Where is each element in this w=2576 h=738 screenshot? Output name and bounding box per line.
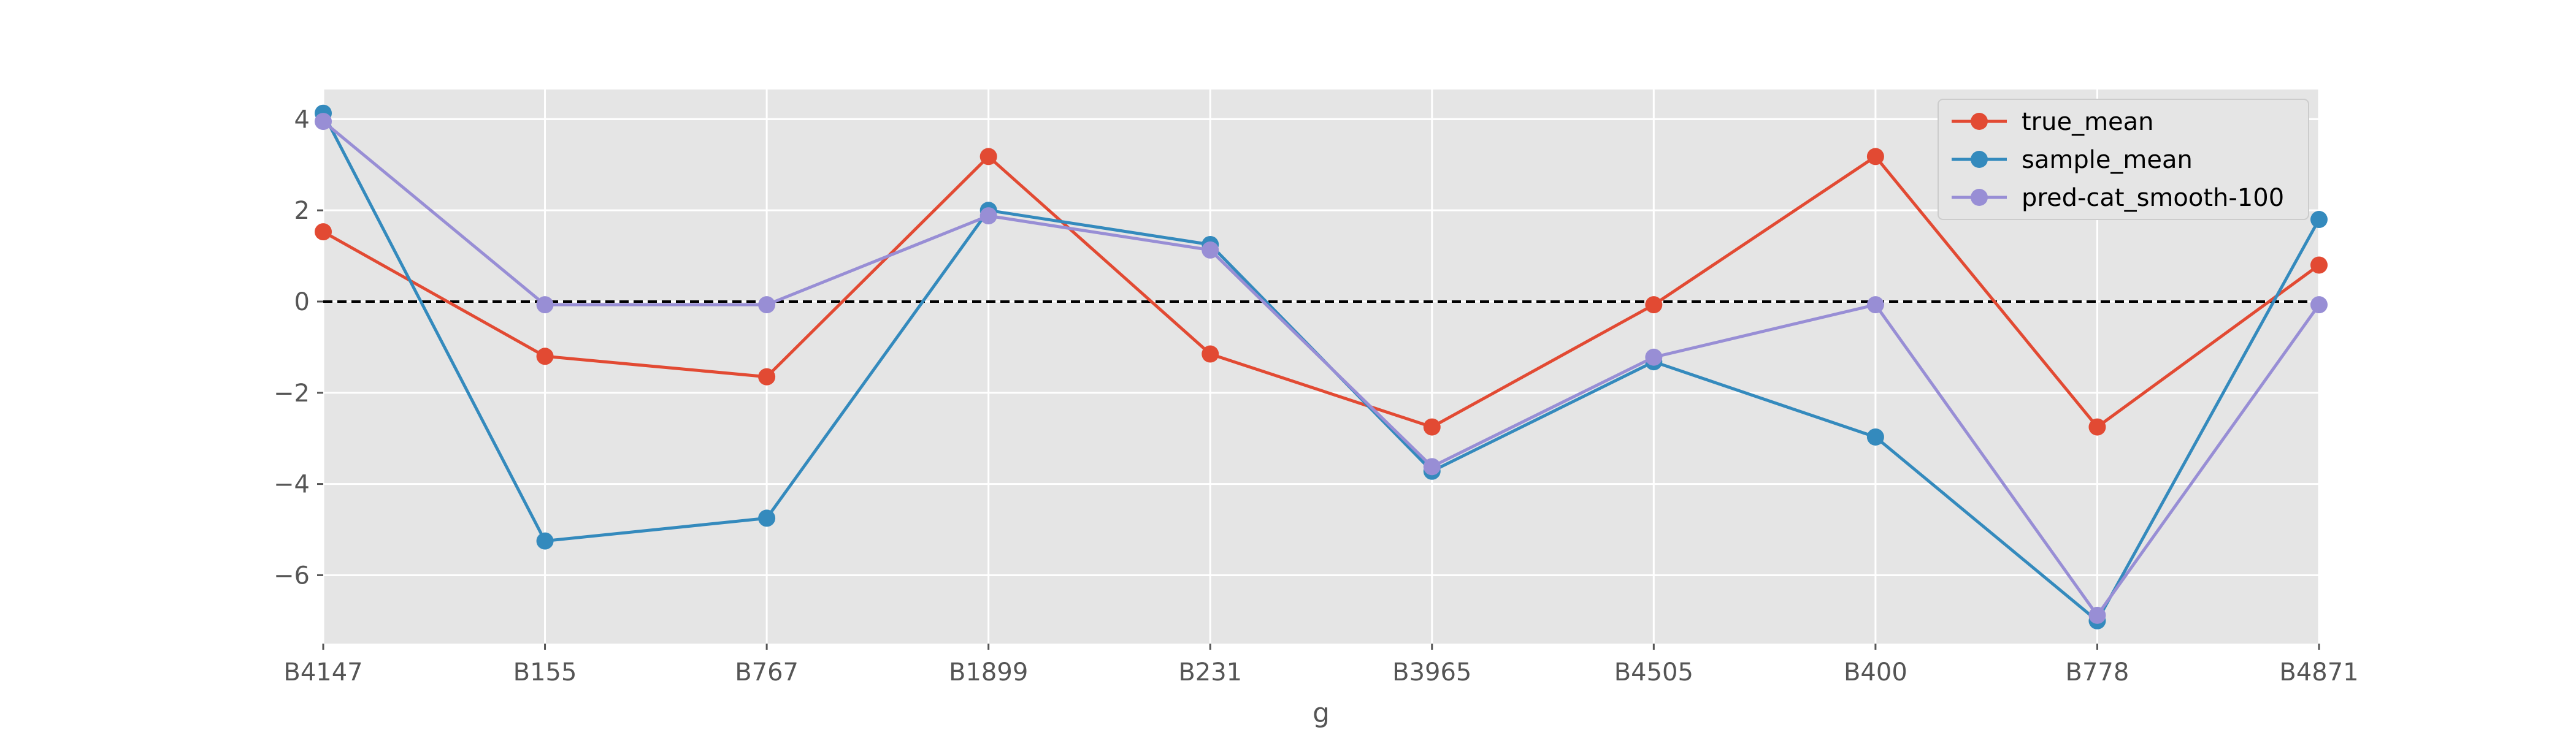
- data-point-pred-cat_smooth-100: [536, 296, 554, 314]
- data-point-true_mean: [315, 223, 332, 241]
- y-tick-label: 4: [294, 105, 310, 134]
- data-point-pred-cat_smooth-100: [758, 296, 776, 314]
- x-tick-label: B4147: [283, 658, 362, 687]
- series-line-true_mean: [322, 154, 2320, 429]
- data-point-true_mean: [1423, 418, 1441, 436]
- y-tick-label: 0: [294, 288, 310, 316]
- data-point-pred-cat_smooth-100: [315, 113, 332, 131]
- data-point-pred-cat_smooth-100: [2088, 606, 2106, 624]
- data-point-sample_mean: [2310, 211, 2328, 229]
- data-point-true_mean: [536, 348, 554, 365]
- data-point-pred-cat_smooth-100: [1202, 241, 1219, 259]
- legend: true_mean sample_mean pred-cat_smooth-100: [1938, 99, 2309, 220]
- series-layer: [315, 104, 2328, 630]
- x-tick-label: B4505: [1614, 658, 1693, 687]
- data-point-pred-cat_smooth-100: [1866, 296, 1884, 314]
- y-tick-label: 2: [294, 197, 310, 225]
- y-tick-label: −2: [274, 379, 310, 408]
- data-point-sample_mean: [1866, 428, 1884, 446]
- x-tick-label: B231: [1178, 658, 1242, 687]
- x-tick-label: B155: [513, 658, 577, 687]
- data-point-true_mean: [1202, 345, 1219, 363]
- data-point-sample_mean: [758, 509, 776, 527]
- legend-marker-pred-cat_smooth-100: [1971, 189, 1988, 206]
- legend-box: [1938, 99, 2309, 220]
- y-tick-label: −4: [274, 471, 310, 499]
- legend-label: sample_mean: [2022, 146, 2193, 174]
- legend-label: pred-cat_smooth-100: [2022, 184, 2284, 212]
- x-tick-label: B1899: [949, 658, 1028, 687]
- data-point-true_mean: [2310, 256, 2328, 274]
- data-point-pred-cat_smooth-100: [1645, 348, 1663, 366]
- data-point-pred-cat_smooth-100: [979, 207, 997, 225]
- x-tick-label: B400: [1844, 658, 1907, 687]
- data-point-sample_mean: [536, 532, 554, 550]
- legend-marker-true_mean: [1971, 113, 1988, 130]
- data-point-true_mean: [1866, 148, 1884, 165]
- axes: B4147 B155 B767 B1899 B231 B3965 B4505 B400 B778…: [274, 105, 2359, 687]
- x-tick-label: B778: [2066, 658, 2129, 687]
- data-point-pred-cat_smooth-100: [2310, 296, 2328, 314]
- data-point-true_mean: [1645, 296, 1663, 314]
- data-point-pred-cat_smooth-100: [1423, 458, 1441, 476]
- x-tick-label: B3965: [1392, 658, 1471, 687]
- data-point-true_mean: [979, 148, 997, 165]
- legend-marker-sample_mean: [1971, 151, 1988, 168]
- x-tick-label: B4871: [2279, 658, 2358, 687]
- legend-label: true_mean: [2022, 108, 2154, 136]
- series-pred-cat_smooth-100: [315, 113, 2328, 624]
- series-true_mean: [315, 148, 2328, 436]
- data-point-true_mean: [758, 368, 776, 386]
- y-tick-label: −6: [274, 561, 310, 590]
- x-tick-label: B767: [735, 658, 799, 687]
- series-line-pred-cat_smooth-100: [322, 120, 2321, 617]
- x-axis-title: g: [1313, 698, 1330, 729]
- data-point-true_mean: [2088, 418, 2106, 436]
